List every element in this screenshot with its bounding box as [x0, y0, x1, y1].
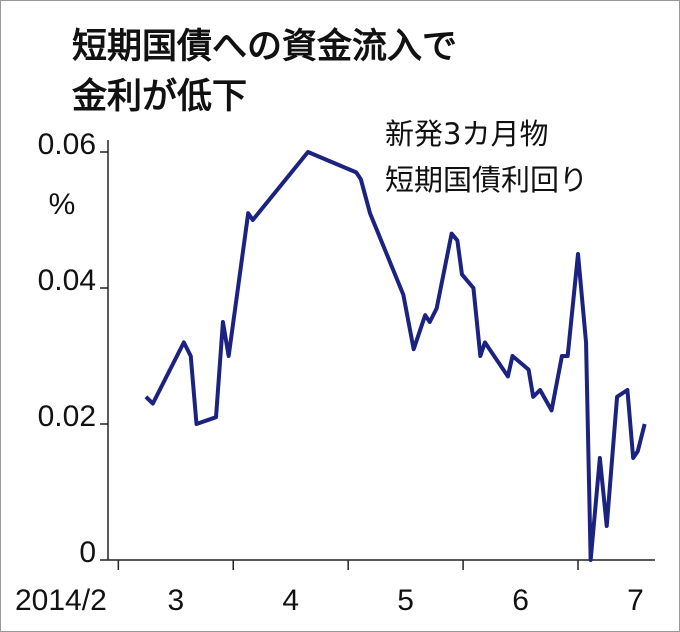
- x-tick-label: 7: [627, 584, 644, 617]
- x-tick-label: 2014/2: [15, 584, 107, 617]
- annotation: 新発3カ月物: [385, 117, 548, 151]
- x-tick-label: 6: [512, 584, 529, 617]
- annotation: 短期国債利回り: [385, 163, 588, 197]
- y-tick-label: 0.06: [38, 128, 96, 161]
- y-tick-label: 0.02: [38, 400, 96, 433]
- x-tick-label: 5: [397, 584, 414, 617]
- line: [144, 150, 647, 562]
- chart-title-line: 短期国債への資金流入で: [72, 26, 457, 67]
- y-unit: %: [49, 188, 76, 221]
- y-tick-label: 0: [79, 536, 96, 569]
- x-tick-label: 3: [167, 584, 184, 617]
- x-tick-label: 4: [282, 584, 299, 617]
- chart-title-line: 金利が低下: [71, 76, 247, 117]
- y-tick-label: 0.04: [38, 264, 96, 297]
